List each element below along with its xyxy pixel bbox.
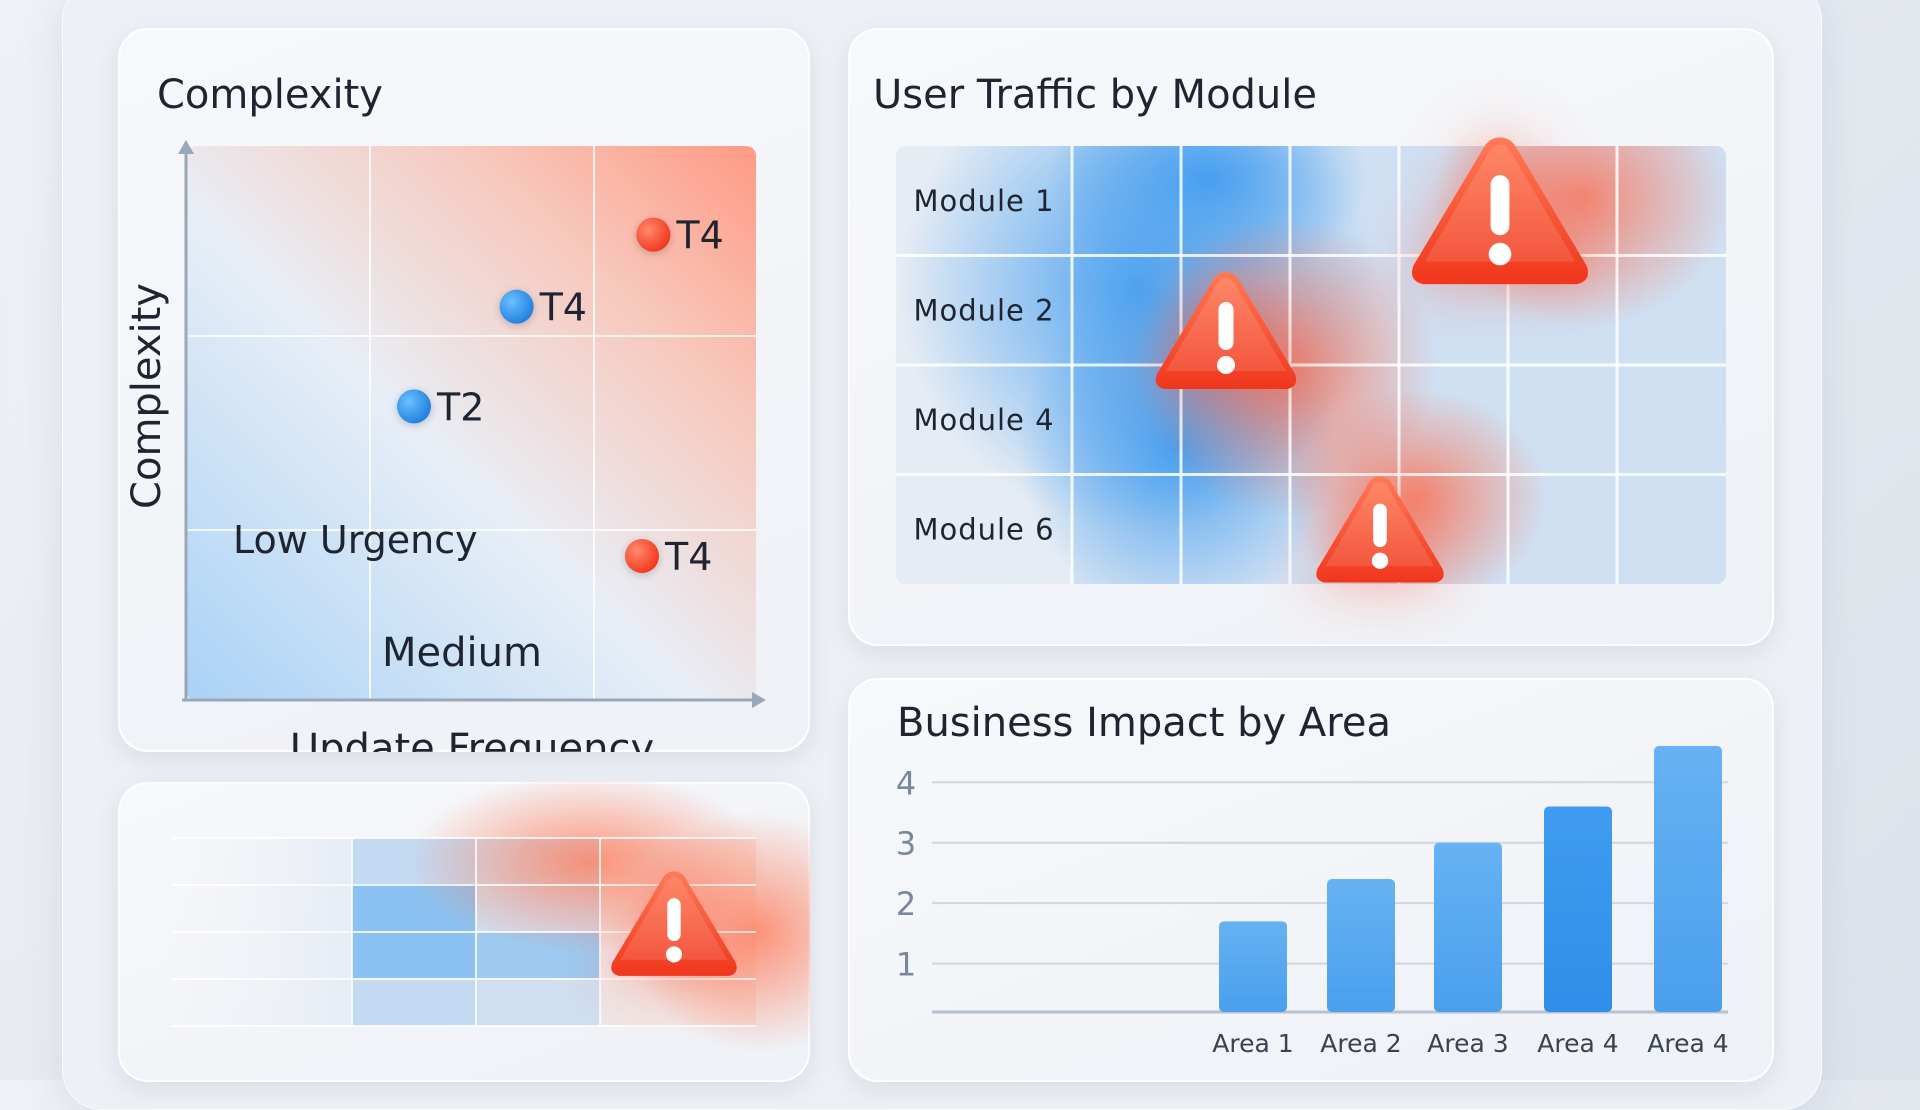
y-axis-arrow-icon xyxy=(178,140,194,154)
business-impact-card-title: Business Impact by Area xyxy=(897,700,1391,746)
complexity-scatter-chart: Low Urgency Medium Update Frequency Comp… xyxy=(124,140,766,752)
heatmap-row-label: Module 2 xyxy=(913,293,1054,327)
scatter-point-1[interactable] xyxy=(636,217,671,252)
complexity-card-title: Complexity xyxy=(157,72,383,118)
scatter-point-label: T4 xyxy=(539,286,587,330)
scatter-point-label: T4 xyxy=(675,214,723,258)
user-traffic-card-title: User Traffic by Module xyxy=(873,72,1318,118)
heatmap-row-label: Module 4 xyxy=(913,403,1054,437)
bar-category-label: Area 3 xyxy=(1427,1029,1508,1058)
scatter-point-label: T2 xyxy=(436,385,484,429)
bar-category-label: Area 4 xyxy=(1537,1029,1618,1058)
scatter-point-2[interactable] xyxy=(499,289,534,324)
heatmap-row-label: Module 1 xyxy=(913,184,1054,218)
bar-category-label: Area 1 xyxy=(1212,1029,1293,1058)
scatter-point-4[interactable] xyxy=(625,538,659,573)
business-impact-bar-chart: 1 2 3 4 Area 1 Area 2 Area 3 Area 4 Area 4 xyxy=(896,746,1729,1058)
x-axis-label: Update Frequency xyxy=(290,726,654,752)
bar-category-label: Area 2 xyxy=(1320,1029,1401,1058)
bar-y-tick-label: 4 xyxy=(896,764,916,802)
scatter-point-3[interactable] xyxy=(397,389,431,424)
bar-4[interactable] xyxy=(1544,806,1612,1012)
bar-1[interactable] xyxy=(1219,921,1287,1012)
x-axis-arrow-icon xyxy=(752,692,766,708)
y-axis-label: Complexity xyxy=(124,283,170,509)
heatmap-alert-icon-2 xyxy=(1155,271,1296,389)
bar-5[interactable] xyxy=(1654,746,1722,1012)
bar-2[interactable] xyxy=(1327,879,1395,1012)
bar-y-tick-label: 3 xyxy=(896,825,916,863)
heatmap-alert-icon-3 xyxy=(1315,476,1444,583)
scatter-plot-area xyxy=(186,146,756,700)
heatmap-alert-icon-1 xyxy=(1411,137,1588,285)
bar-3[interactable] xyxy=(1434,842,1502,1012)
business-impact-card xyxy=(848,678,1774,1082)
zone-label-low-urgency: Low Urgency xyxy=(233,518,478,562)
mini-heatmap-grid xyxy=(172,837,756,1027)
bar-category-label: Area 4 xyxy=(1647,1029,1728,1058)
mini-heatmap-alert-icon xyxy=(611,871,737,977)
scatter-grid xyxy=(186,146,756,700)
scatter-point-label: T4 xyxy=(664,535,712,579)
zone-label-medium: Medium xyxy=(382,630,542,676)
bar-y-tick-label: 2 xyxy=(896,885,916,923)
heatmap-row-label: Module 6 xyxy=(913,512,1054,546)
bar-y-tick-label: 1 xyxy=(896,946,916,984)
